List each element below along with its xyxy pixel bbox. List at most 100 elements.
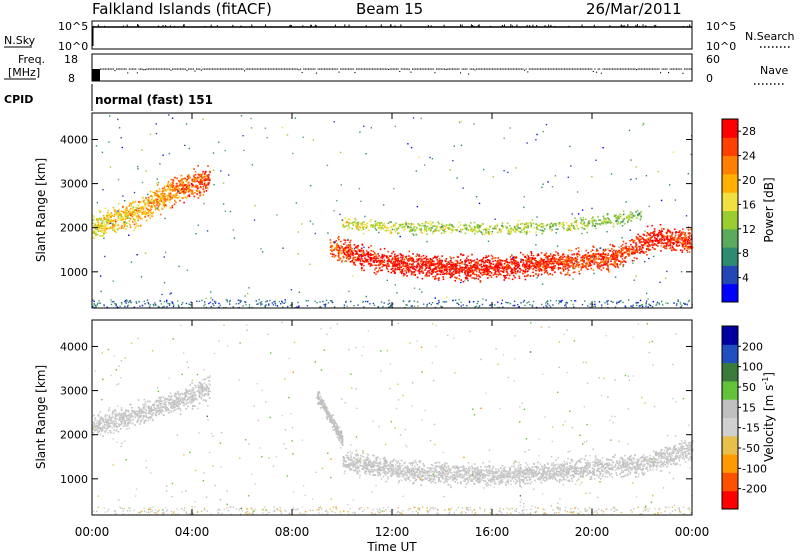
power-point [688, 251, 691, 253]
power-point [144, 205, 147, 208]
power-point [505, 266, 508, 269]
power-point [378, 255, 380, 257]
power-point [428, 274, 430, 277]
freq-dot [647, 68, 649, 70]
power-point [391, 268, 394, 270]
freq-dot [253, 68, 255, 70]
freq-dot [368, 68, 370, 70]
power-point [489, 262, 492, 264]
power-point [513, 269, 516, 272]
power-noise-point [458, 121, 461, 124]
power-point [124, 223, 127, 226]
power-point [650, 232, 652, 234]
power-point [473, 229, 475, 231]
power-point [485, 267, 487, 270]
power-point [610, 255, 613, 257]
power-point [465, 259, 467, 261]
freq-dot [610, 68, 612, 70]
power-point [455, 259, 457, 262]
power-point [543, 262, 546, 264]
power-point [381, 266, 384, 268]
power-point [601, 261, 603, 263]
power-point [523, 226, 525, 229]
power-point [564, 259, 566, 261]
power-point [467, 274, 470, 277]
power-point [634, 251, 637, 253]
power-point [681, 251, 684, 253]
power-point [195, 178, 198, 181]
power-point [479, 276, 481, 278]
power-point [639, 252, 641, 254]
power-point [580, 267, 583, 269]
power-point [447, 263, 450, 265]
power-point [348, 226, 351, 229]
power-point [147, 202, 150, 204]
power-point [562, 262, 564, 265]
power-point [123, 225, 126, 227]
power-point [164, 196, 166, 199]
power-point [532, 275, 535, 277]
freq-dot [583, 68, 585, 70]
power-point [591, 260, 594, 263]
power-point [436, 265, 439, 268]
power-point [435, 225, 437, 228]
power-point [573, 267, 576, 270]
power-point [367, 260, 369, 263]
power-point [623, 218, 626, 220]
power-point [496, 225, 498, 227]
power-point [163, 184, 166, 187]
freq-dot [247, 68, 249, 70]
power-point [464, 261, 467, 264]
power-point [358, 229, 360, 231]
power-point [561, 223, 564, 225]
power-point [645, 248, 648, 251]
power-point [510, 260, 512, 262]
power-point [393, 270, 396, 273]
power-point [508, 277, 510, 280]
power-point [483, 233, 486, 236]
power-point [115, 222, 117, 224]
power-point [646, 245, 649, 247]
power-point [100, 224, 103, 227]
power-point [630, 213, 632, 216]
power-point [528, 260, 530, 262]
power-point [481, 274, 484, 276]
freq-dot [575, 68, 577, 70]
power-point [424, 225, 426, 227]
power-point [478, 230, 481, 233]
power-point [602, 258, 605, 261]
power-point [195, 186, 197, 188]
power-point [553, 257, 556, 259]
power-point [623, 223, 626, 225]
power-point [635, 242, 637, 244]
power-point [179, 192, 181, 194]
power-point [506, 274, 508, 277]
power-point [527, 256, 530, 259]
freq-dot [549, 68, 551, 70]
power-noise-point [526, 142, 528, 144]
power-point [633, 250, 635, 252]
power-point [178, 188, 180, 190]
power-point [428, 228, 430, 231]
freq-dot [628, 68, 630, 70]
freq-dot [552, 68, 554, 70]
power-point [379, 263, 382, 266]
power-point [559, 260, 562, 262]
power-point [423, 227, 426, 229]
power-point [428, 261, 430, 263]
power-point [193, 195, 195, 198]
freq-dot [133, 68, 135, 70]
freq-dot [687, 68, 689, 70]
power-point [653, 231, 656, 234]
power-point [493, 268, 496, 270]
power-point [680, 233, 682, 236]
freq-dot [668, 72, 670, 74]
power-point [626, 253, 629, 255]
power-point [345, 246, 347, 249]
freq-dot [445, 68, 447, 70]
power-point [114, 225, 116, 228]
power-point [331, 250, 333, 253]
freq-dot [634, 68, 636, 70]
power-noise-point [606, 231, 608, 233]
power-point [437, 273, 440, 275]
